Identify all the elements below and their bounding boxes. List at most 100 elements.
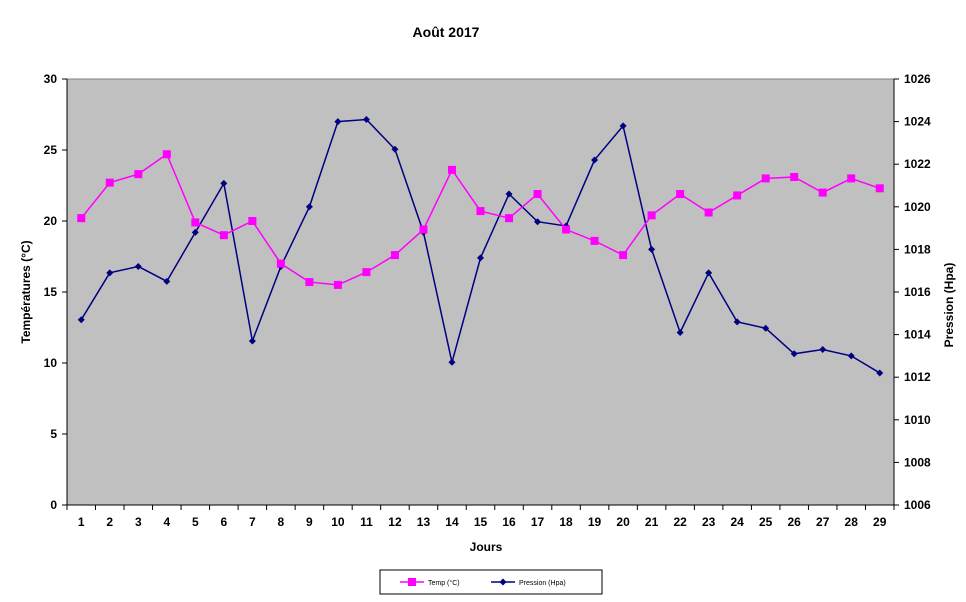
x-tick-label: 5 — [192, 515, 199, 529]
pressure-point — [591, 156, 599, 164]
legend-marker — [408, 578, 416, 586]
pressure-point — [790, 350, 798, 358]
right-axis-label: Pression (Hpa) — [942, 263, 956, 348]
x-tick-label: 3 — [135, 515, 142, 529]
x-tick-label: 17 — [531, 515, 545, 529]
left-tick-label: 30 — [44, 72, 58, 86]
pressure-point — [762, 324, 770, 332]
pressure-point — [77, 316, 85, 324]
x-tick-label: 22 — [673, 515, 687, 529]
temperature-point — [847, 174, 856, 183]
pressure-point — [477, 254, 484, 262]
x-tick-label: 23 — [702, 515, 716, 529]
temperature-point — [248, 217, 257, 225]
temperature-point — [77, 214, 86, 223]
x-tick-label: 11 — [360, 515, 373, 529]
pressure-point — [362, 115, 370, 123]
x-tick-label: 1 — [78, 515, 85, 529]
left-tick-label: 25 — [44, 143, 58, 157]
pressure-point — [847, 352, 855, 360]
chart-title: Août 2017 — [413, 24, 480, 40]
x-tick-label: 14 — [445, 515, 459, 529]
legend-label: Pression (Hpa) — [519, 580, 566, 587]
pressure-point — [534, 218, 542, 226]
pressure-point — [676, 328, 684, 336]
x-axis-label: Jours — [470, 540, 503, 554]
x-tick-label: 25 — [759, 515, 773, 529]
right-tick-label: 1022 — [904, 157, 931, 171]
x-tick-label: 24 — [730, 515, 744, 529]
pressure-point — [220, 179, 228, 187]
x-tick-label: 4 — [163, 515, 170, 529]
right-tick-label: 1006 — [904, 498, 931, 512]
right-tick-label: 1018 — [904, 242, 931, 256]
x-tick-label: 8 — [278, 515, 285, 529]
x-tick-label: 18 — [559, 515, 573, 529]
temperature-point — [390, 251, 399, 260]
temperature-point — [276, 259, 285, 268]
temperature-point — [818, 188, 827, 197]
x-tick-label: 29 — [873, 515, 887, 529]
temperature-point — [476, 207, 485, 216]
x-tick-label: 6 — [221, 515, 228, 529]
x-tick-label: 9 — [306, 515, 313, 529]
left-tick-label: 20 — [44, 214, 58, 228]
x-tick-label: 27 — [816, 515, 830, 529]
plot-area — [66, 78, 895, 506]
pressure-point — [391, 145, 399, 153]
x-tick-label: 12 — [388, 515, 402, 529]
pressure-point — [163, 277, 171, 285]
right-tick-label: 1012 — [904, 370, 931, 384]
legend: Temp (°C) Pression (Hpa) — [379, 569, 603, 595]
temperature-point — [647, 211, 656, 220]
temperature-point — [447, 165, 456, 174]
temperature-point — [619, 251, 628, 260]
x-tick-label: 7 — [249, 515, 256, 529]
left-axis: 0 5 10 15 20 25 30 — [44, 72, 68, 512]
temperature-point — [105, 178, 114, 187]
pressure-point — [876, 369, 884, 377]
right-tick-label: 1026 — [904, 72, 931, 86]
temperature-point — [733, 191, 742, 200]
legend-label: Temp (°C) — [428, 579, 460, 587]
temperature-point — [219, 231, 228, 240]
x-tick-label: 21 — [645, 515, 659, 529]
x-tick-label: 2 — [106, 515, 113, 529]
left-axis-label: Températures (°C) — [19, 240, 33, 343]
x-axis: 1 2 3 4 5 6 7 8 9 10 11 12 13 14 15 16 17 18 19 20 21 22 23 24 2… — [66, 504, 895, 529]
right-tick-label: 1016 — [904, 285, 931, 299]
temperature-point — [790, 172, 799, 181]
x-tick-label: 16 — [502, 515, 516, 529]
pressure-point — [106, 269, 114, 277]
pressure-point — [305, 203, 313, 211]
temperature-point — [590, 236, 599, 245]
x-tick-label: 28 — [845, 515, 859, 529]
temperature-point — [362, 268, 371, 277]
temperature-point — [676, 190, 685, 199]
right-axis: 1006 1008 1010 1012 1014 1016 1018 1020 1022 1024… — [893, 72, 931, 512]
left-tick-label: 15 — [44, 285, 58, 299]
right-tick-label: 1008 — [904, 455, 931, 469]
temperature-point — [162, 150, 171, 159]
temperature-point — [505, 214, 514, 223]
pressure-point — [248, 337, 256, 345]
temperature-point — [562, 225, 571, 234]
x-tick-label: 10 — [331, 515, 345, 529]
temperature-point — [419, 225, 428, 234]
temperature-point — [875, 184, 884, 193]
pressure-point — [134, 262, 142, 270]
pressure-point — [733, 318, 741, 326]
left-tick-label: 10 — [44, 356, 58, 370]
pressure-point — [505, 190, 513, 198]
temperature-point — [333, 280, 342, 289]
pressure-point — [334, 118, 342, 126]
temperature-point — [191, 218, 200, 227]
x-tick-label: 26 — [788, 515, 802, 529]
pressure-point — [705, 269, 713, 277]
pressure-point — [191, 228, 199, 236]
pressure-point — [448, 358, 456, 366]
temperature-point — [761, 174, 770, 183]
pressure-point — [619, 122, 627, 130]
right-tick-label: 1020 — [904, 200, 931, 214]
